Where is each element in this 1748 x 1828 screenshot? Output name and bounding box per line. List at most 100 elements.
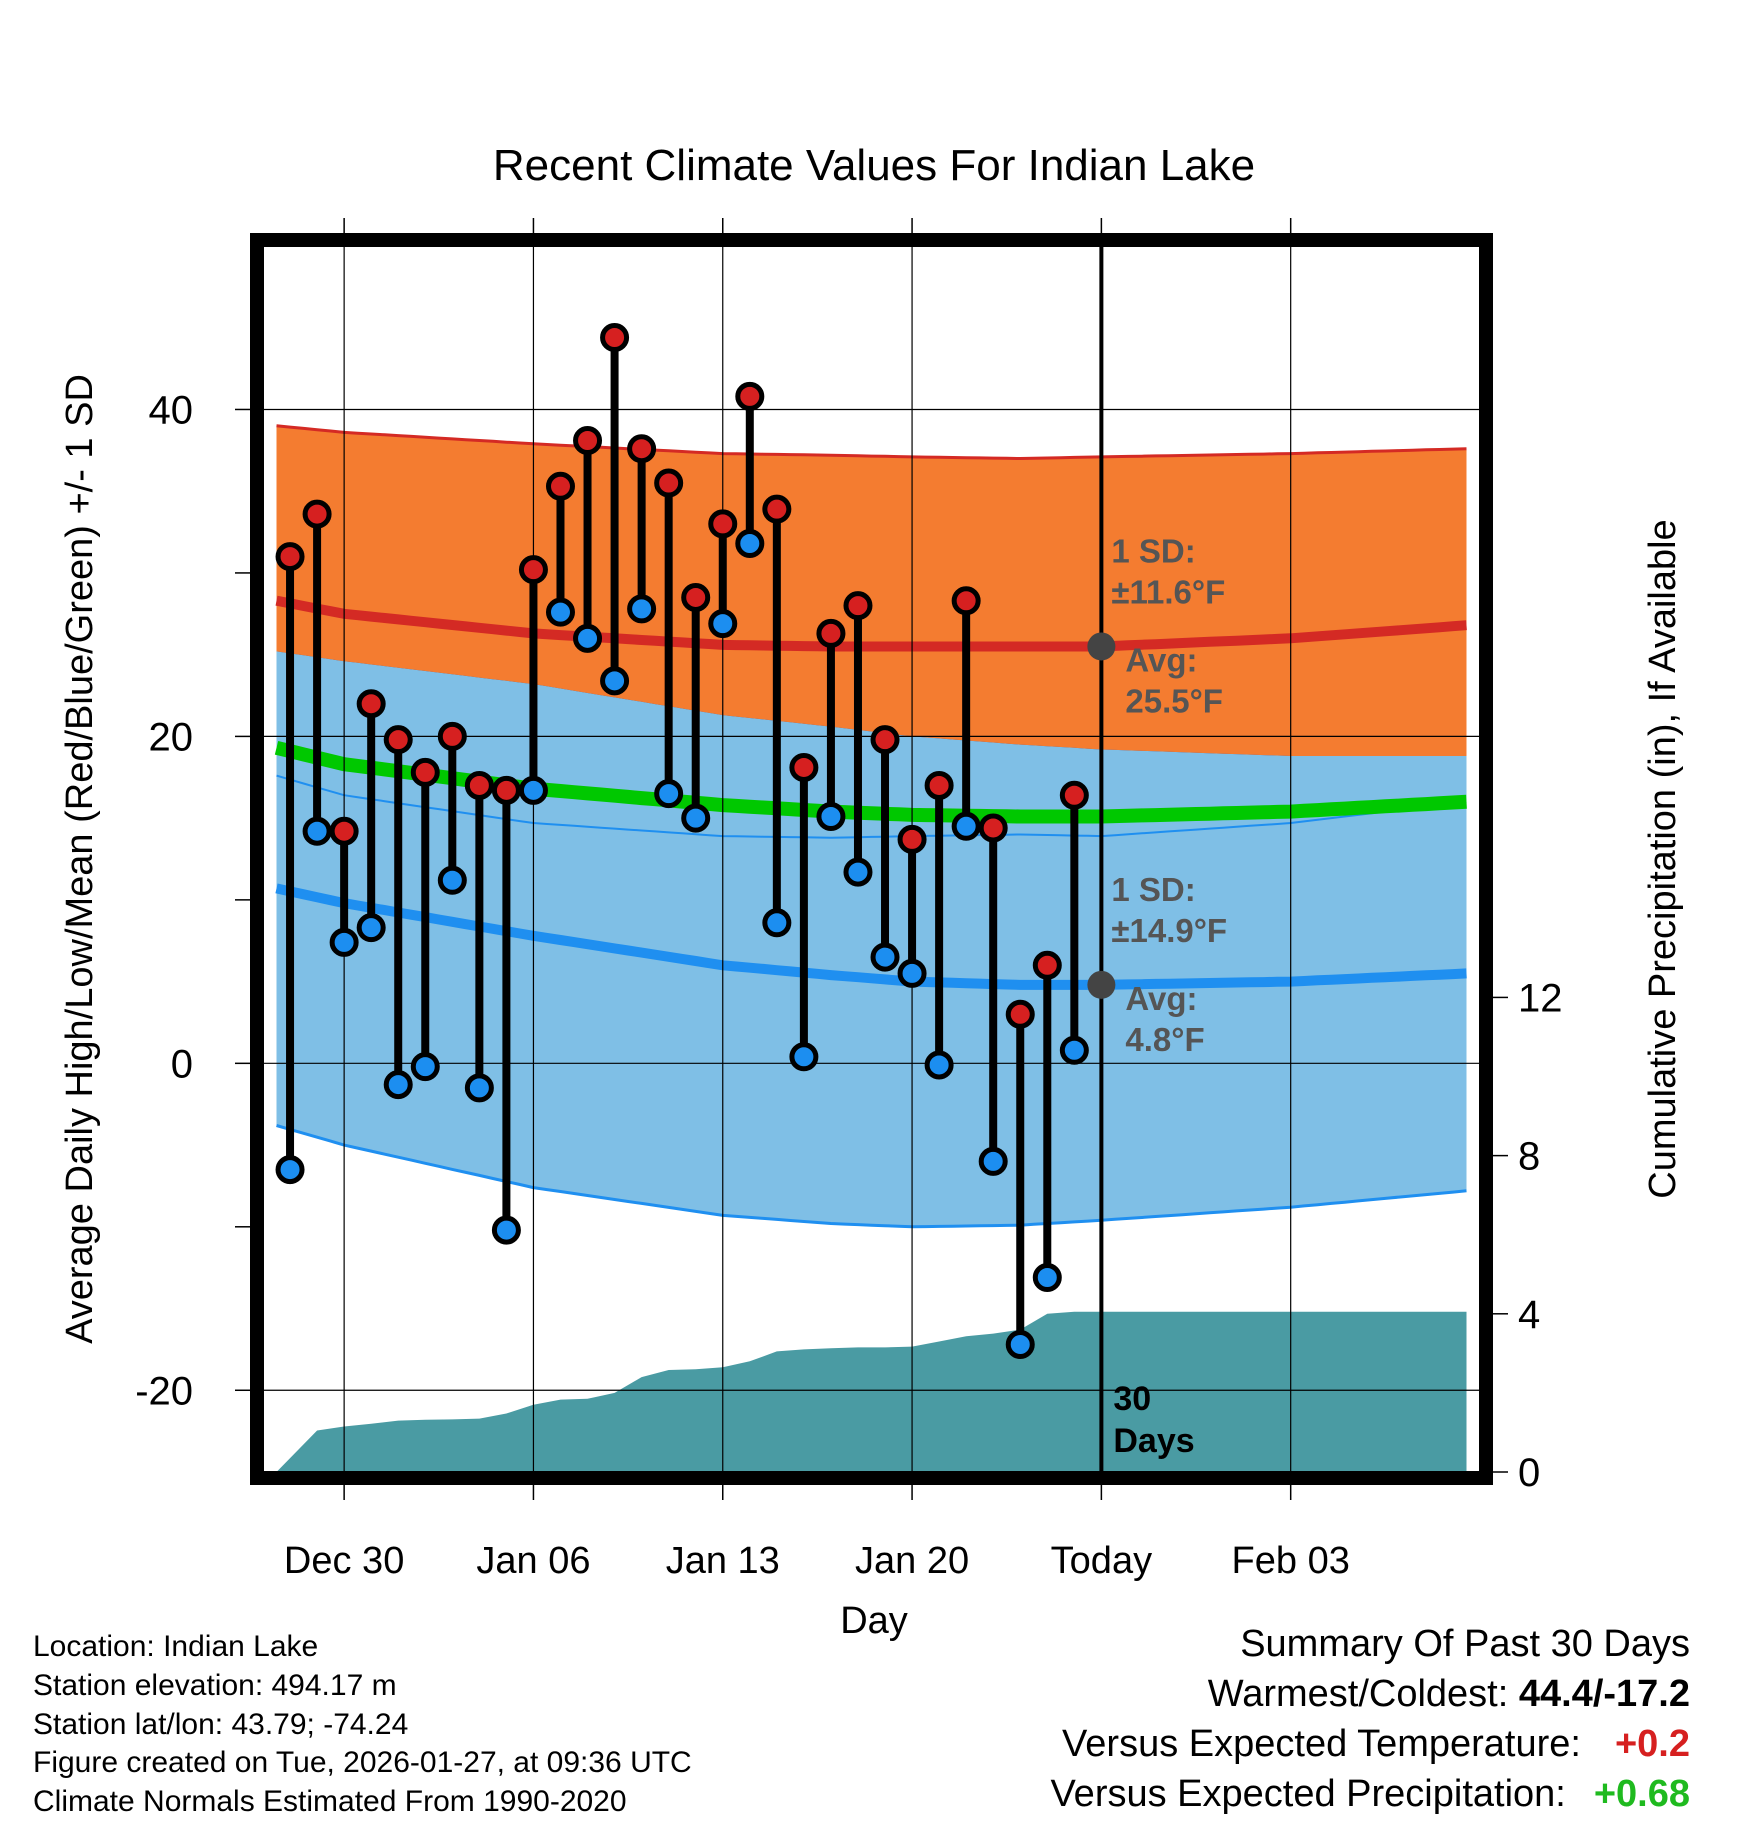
day-low-point [410,1052,440,1082]
info-created: Figure created on Tue, 2026-01-27, at 09… [33,1746,692,1779]
day-high-point [897,824,927,854]
day-high-point [464,770,494,800]
day-high-point [356,689,386,719]
low-sd-lower-line [276,1124,1467,1229]
day-high-point [762,494,792,524]
summary-warmest-coldest: Warmest/Coldest: 44.4/-17.2 [1208,1673,1690,1716]
day-low-point [654,779,684,809]
day-low-point [897,958,927,988]
summary-temp-value: +0.2 [1614,1723,1690,1765]
day-high-point [789,752,819,782]
annotation-sd-value-1: ±14.9°F [1111,912,1227,949]
y-right-tick-label-2: 8 [1518,1135,1540,1179]
day-low-point [843,857,873,887]
day-low-point [951,811,981,841]
day-low-point [816,801,846,831]
x-tick-label-4: Today [1051,1540,1152,1582]
annotation-sd-label-1: 1 SD: [1111,871,1195,908]
high-sd-lower-line [276,774,1467,839]
day-high-point [491,775,521,805]
day-low-point [437,865,467,895]
day-low-point [627,594,657,624]
info-elevation: Station elevation: 494.17 m [33,1669,397,1702]
day-low-point [762,908,792,938]
today-days-number: 30 [1113,1380,1151,1418]
day-low-point [302,816,332,846]
day-high-point [681,582,711,612]
day-high-point [735,381,765,411]
day-high-point [951,586,981,616]
annotation-sd-label-0: 1 SD: [1111,532,1195,569]
annotation-avg-value-1: 4.8°F [1125,1021,1204,1058]
day-low-point [870,942,900,972]
avg-low-line [275,883,1467,990]
y-right-tick-label-0: 0 [1518,1451,1540,1495]
summary-warmest-value: 44.4/-17.2 [1518,1673,1690,1715]
y-right-tick-label-1: 4 [1518,1293,1540,1337]
y-right-tick-label-3: 12 [1518,976,1563,1020]
day-low-point [1059,1035,1089,1065]
y-axis-label-right: Cumulative Precipitation (in), If Availa… [1642,519,1684,1198]
today-days-label: Days [1113,1422,1194,1460]
summary-warmest-label: Warmest/Coldest: [1207,1673,1519,1715]
day-high-point [708,509,738,539]
day-high-point [545,471,575,501]
day-low-point [573,623,603,653]
day-high-point [1032,950,1062,980]
day-high-point [302,499,332,529]
day-high-point [654,468,684,498]
annotation-sd-value-0: ±11.6°F [1111,573,1225,610]
day-low-point [464,1073,494,1103]
day-low-point [681,803,711,833]
day-low-point [789,1042,819,1072]
day-low-point [1032,1262,1062,1292]
x-tick-label-3: Jan 20 [855,1540,969,1582]
day-low-point [924,1050,954,1080]
info-normals: Climate Normals Estimated From 1990-2020 [33,1785,627,1818]
precipitation-area [276,1311,1467,1472]
plot-frame [250,233,1493,1485]
day-high-point [1059,780,1089,810]
normal-marker-1 [1087,970,1116,999]
day-low-point [545,597,575,627]
y-tick-label-3: 40 [149,388,194,432]
y-tick-label-0: -20 [135,1369,193,1413]
day-low-point [1005,1329,1035,1359]
day-low-point [356,913,386,943]
day-high-point [843,591,873,621]
x-tick-label-5: Feb 03 [1232,1540,1350,1582]
day-high-point [518,555,548,585]
day-high-point [383,725,413,755]
day-low-point [491,1215,521,1245]
day-high-point [816,618,846,648]
annotation-avg-label-1: Avg: [1125,980,1197,1017]
day-high-point [1005,999,1035,1029]
day-high-point [600,323,630,353]
chart-title: Recent Climate Values For Indian Lake [493,141,1255,190]
day-high-point [329,816,359,846]
day-high-point [627,434,657,464]
day-low-point [329,927,359,957]
day-high-point [978,813,1008,843]
y-axis-label-left: Average Daily High/Low/Mean (Red/Blue/Gr… [59,374,101,1344]
day-low-point [275,1155,305,1185]
day-low-point [600,666,630,696]
day-low-point [518,775,548,805]
annotation-avg-value-0: 25.5°F [1125,682,1223,719]
day-high-point [275,542,305,572]
summary-temperature: Versus Expected Temperature: +0.2 [1062,1723,1690,1766]
summary-precipitation: Versus Expected Precipitation: +0.68 [1050,1773,1690,1816]
info-location: Location: Indian Lake [33,1630,319,1663]
high-sd-upper-line [276,424,1467,461]
day-low-point [978,1146,1008,1176]
x-tick-label-2: Jan 13 [666,1540,780,1582]
summary-precip-value: +0.68 [1593,1773,1690,1815]
annotation-avg-label-0: Avg: [1125,641,1197,678]
summary-title: Summary Of Past 30 Days [1240,1623,1690,1665]
y-tick-label-2: 20 [149,715,194,759]
day-low-point [383,1070,413,1100]
day-high-point [924,770,954,800]
summary-precip-label: Versus Expected Precipitation: [1050,1773,1566,1815]
day-low-point [708,609,738,639]
info-latlon: Station lat/lon: 43.79; -74.24 [33,1708,409,1741]
